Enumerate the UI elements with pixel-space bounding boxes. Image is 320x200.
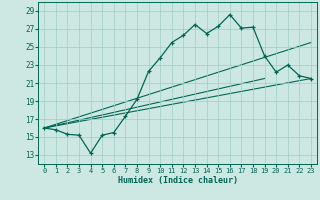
X-axis label: Humidex (Indice chaleur): Humidex (Indice chaleur) xyxy=(118,176,238,185)
